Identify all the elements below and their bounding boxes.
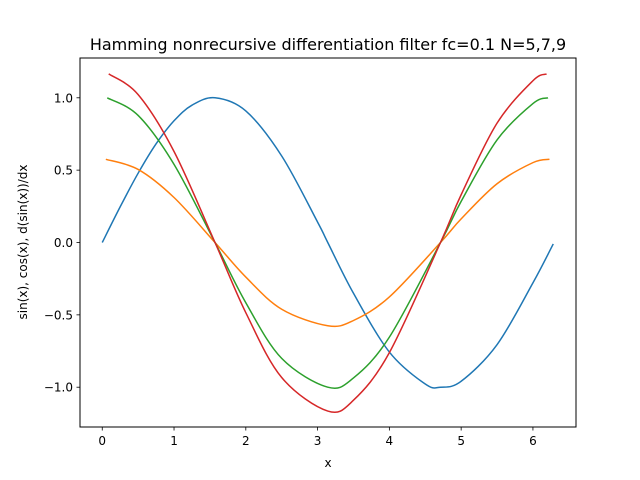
x-axis-ticks: 0 1 2 3 4 5 6: [98, 427, 537, 448]
y-tick-label: 0.5: [54, 164, 73, 178]
x-axis-label: x: [324, 456, 331, 470]
series-line-1: [101, 96, 554, 389]
x-tick-label: 1: [170, 434, 178, 448]
x-tick-label: 2: [242, 434, 250, 448]
series-line-2: [105, 158, 550, 328]
x-tick-label: 5: [457, 434, 465, 448]
series-line-3: [106, 97, 549, 390]
y-tick-label: −0.5: [44, 308, 73, 322]
x-tick-label: 3: [314, 434, 322, 448]
x-tick-label: 6: [529, 434, 537, 448]
plot-lines: [101, 73, 554, 414]
chart-title: Hamming nonrecursive differentiation fil…: [90, 35, 566, 54]
y-tick-label: −1.0: [44, 381, 73, 395]
y-tick-label: 1.0: [54, 91, 73, 105]
plot-frame: [79, 57, 577, 428]
x-tick-label: 4: [386, 434, 394, 448]
y-tick-label: 0.0: [54, 236, 73, 250]
y-axis-label: sin(x), cos(x), d(sin(x))/dx: [16, 165, 30, 320]
x-tick-label: 0: [98, 434, 106, 448]
y-axis-ticks: −1.0 −0.5 0.0 0.5 1.0: [44, 91, 80, 395]
series-line-4: [108, 73, 547, 414]
